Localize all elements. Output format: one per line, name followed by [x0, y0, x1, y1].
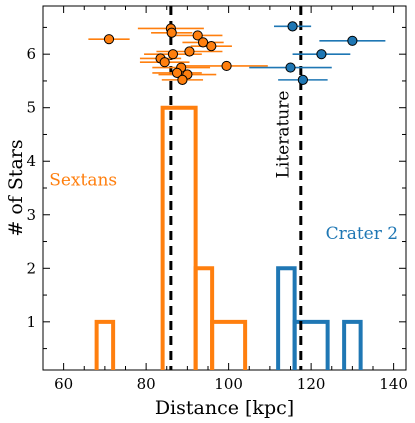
data-point-crater-2 [287, 21, 298, 32]
scatter-layer [88, 21, 386, 85]
annotation-crater-2: Crater 2 [326, 224, 399, 244]
y-tick-label: 3 [26, 206, 36, 224]
data-point-sextans [159, 57, 170, 68]
x-tick-label: 60 [54, 375, 73, 393]
annotation-literature: Literature [273, 91, 293, 179]
x-tick-label: 140 [379, 375, 408, 393]
annotation-sextans: Sextans [49, 170, 117, 190]
histogram-bar-crater-2 [342, 319, 363, 370]
x-axis-label: Distance [kpc] [155, 397, 294, 419]
reference-lines [169, 6, 303, 370]
x-tick-label: 80 [137, 375, 156, 393]
y-tick-label: 2 [26, 259, 36, 277]
y-axis-label: # of Stars [5, 139, 27, 236]
y-tick-label: 4 [26, 152, 36, 170]
data-point-sextans [171, 67, 183, 79]
data-point-sextans [192, 30, 203, 41]
data-point-sextans [197, 37, 209, 48]
plot-area: 60 80 100 120 140 1 2 3 4 5 6 Sextans Crater 2 Liter… [26, 5, 408, 393]
annotations: Sextans Crater 2 Literature [49, 91, 398, 244]
data-point-crater-2 [316, 49, 327, 60]
y-tick-label: 1 [26, 313, 36, 331]
x-tick-label: 120 [297, 375, 326, 393]
histogram-bar-crater-2 [276, 266, 297, 370]
data-point-sextans [221, 60, 232, 72]
y-tick-label: 5 [26, 99, 36, 117]
axis-ticks: 60 80 100 120 140 1 2 3 4 5 6 [26, 6, 408, 393]
data-point-sextans [166, 27, 177, 38]
data-point-crater-2 [297, 74, 308, 85]
histogram-bar-sextans [94, 319, 116, 370]
data-point-sextans [177, 74, 188, 85]
histogram-bar-sextans [193, 266, 215, 370]
data-point-sextans [167, 49, 179, 60]
data-point-sextans [184, 46, 195, 57]
histogram-layer [94, 105, 363, 370]
histogram-bar-sextans [210, 319, 248, 370]
data-point-sextans [206, 41, 217, 52]
histogram-bar-crater-2 [292, 319, 330, 370]
y-tick-label: 6 [26, 45, 36, 63]
data-point-crater-2 [347, 35, 358, 46]
data-point-sextans [103, 34, 115, 45]
histogram-bar-sextans [160, 105, 198, 370]
data-point-crater-2 [285, 62, 296, 73]
x-tick-label: 100 [214, 375, 243, 393]
